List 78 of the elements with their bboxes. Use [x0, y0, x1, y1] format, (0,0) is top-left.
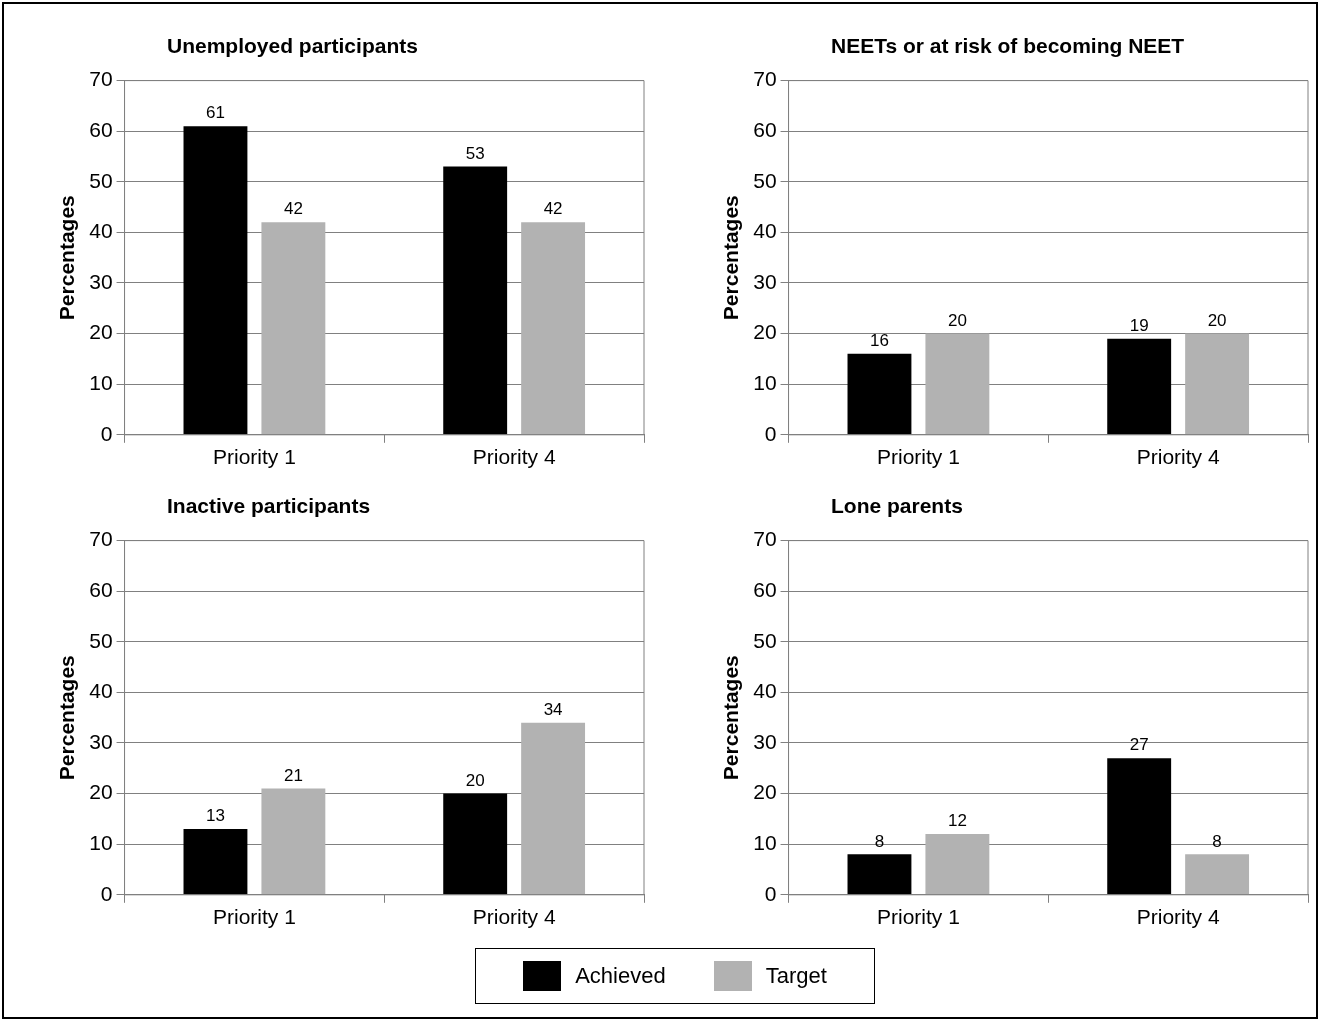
y-tick-label: 30	[753, 269, 777, 293]
y-tick-label: 50	[753, 628, 777, 652]
bar	[847, 854, 912, 895]
data-label: 61	[206, 103, 225, 123]
chart-title: Unemployed participants	[167, 34, 418, 58]
data-label: 21	[283, 765, 303, 785]
y-tick-label: 10	[89, 831, 113, 854]
bar	[521, 722, 586, 895]
data-label: 42	[543, 199, 563, 219]
chart-title: NEETs or at risk of becoming NEET	[831, 34, 1185, 58]
data-label: 12	[947, 811, 967, 831]
legend-label: Target	[765, 963, 827, 989]
y-tick-label: 70	[753, 67, 777, 91]
data-label: 34	[543, 699, 563, 719]
y-tick-label: 60	[89, 578, 113, 601]
y-tick-label: 30	[753, 729, 777, 753]
x-tick-label: Priority 4	[1136, 445, 1220, 469]
y-tick-label: 10	[89, 371, 113, 394]
y-axis-title: Percentages	[719, 195, 743, 321]
y-tick-label: 70	[89, 67, 113, 91]
y-tick-label: 60	[89, 118, 113, 141]
y-tick-label: 20	[89, 780, 113, 804]
y-tick-label: 10	[753, 831, 777, 854]
bar	[261, 788, 326, 895]
data-label: 19	[1129, 315, 1149, 335]
bar	[183, 126, 248, 435]
bar	[521, 222, 586, 435]
chart-title: Inactive participants	[167, 494, 371, 518]
y-tick-label: 50	[89, 168, 113, 192]
y-tick-label: 0	[100, 881, 113, 905]
x-tick-label: Priority 1	[876, 445, 960, 469]
x-tick-label: Priority 1	[212, 445, 296, 469]
bar	[1107, 758, 1172, 895]
y-tick-label: 70	[89, 527, 113, 551]
y-tick-label: 10	[753, 371, 777, 394]
y-tick-label: 0	[764, 881, 777, 905]
y-tick-label: 50	[89, 628, 113, 652]
y-tick-label: 40	[753, 219, 777, 243]
x-tick-label: Priority 1	[212, 905, 296, 929]
y-axis-title: Percentages	[55, 655, 79, 781]
bar	[925, 834, 990, 895]
data-label: 20	[1207, 310, 1227, 330]
chart-title: Lone parents	[831, 494, 963, 518]
bar	[183, 829, 248, 895]
data-label: 8	[1212, 831, 1222, 851]
y-tick-label: 40	[753, 679, 777, 703]
y-tick-label: 70	[753, 527, 777, 551]
data-label: 20	[465, 770, 485, 790]
data-label: 16	[870, 331, 889, 351]
legend-label: Achieved	[575, 963, 666, 989]
y-tick-label: 30	[89, 729, 113, 753]
data-label: 20	[947, 310, 967, 330]
data-label: 53	[465, 143, 485, 163]
bar	[261, 222, 326, 435]
y-tick-label: 40	[89, 219, 113, 243]
y-tick-label: 60	[753, 578, 777, 601]
y-axis-title: Percentages	[719, 655, 743, 781]
data-label: 27	[1129, 735, 1149, 755]
x-tick-label: Priority 4	[472, 445, 556, 469]
x-tick-label: Priority 4	[1136, 905, 1220, 929]
y-tick-label: 40	[89, 679, 113, 703]
y-tick-label: 20	[89, 320, 113, 344]
y-tick-label: 30	[89, 269, 113, 293]
x-tick-label: Priority 4	[472, 905, 556, 929]
data-label: 13	[206, 806, 225, 826]
y-tick-label: 0	[764, 421, 777, 445]
data-label: 42	[283, 199, 303, 219]
x-tick-label: Priority 1	[876, 905, 960, 929]
y-tick-label: 60	[753, 118, 777, 141]
bar	[1185, 854, 1250, 895]
y-axis-title: Percentages	[55, 195, 79, 321]
y-tick-label: 0	[100, 421, 113, 445]
bar	[443, 166, 508, 435]
bar	[443, 793, 508, 895]
y-tick-label: 20	[753, 780, 777, 804]
y-tick-label: 50	[753, 168, 777, 192]
data-label: 8	[874, 831, 885, 851]
y-tick-label: 20	[753, 320, 777, 344]
